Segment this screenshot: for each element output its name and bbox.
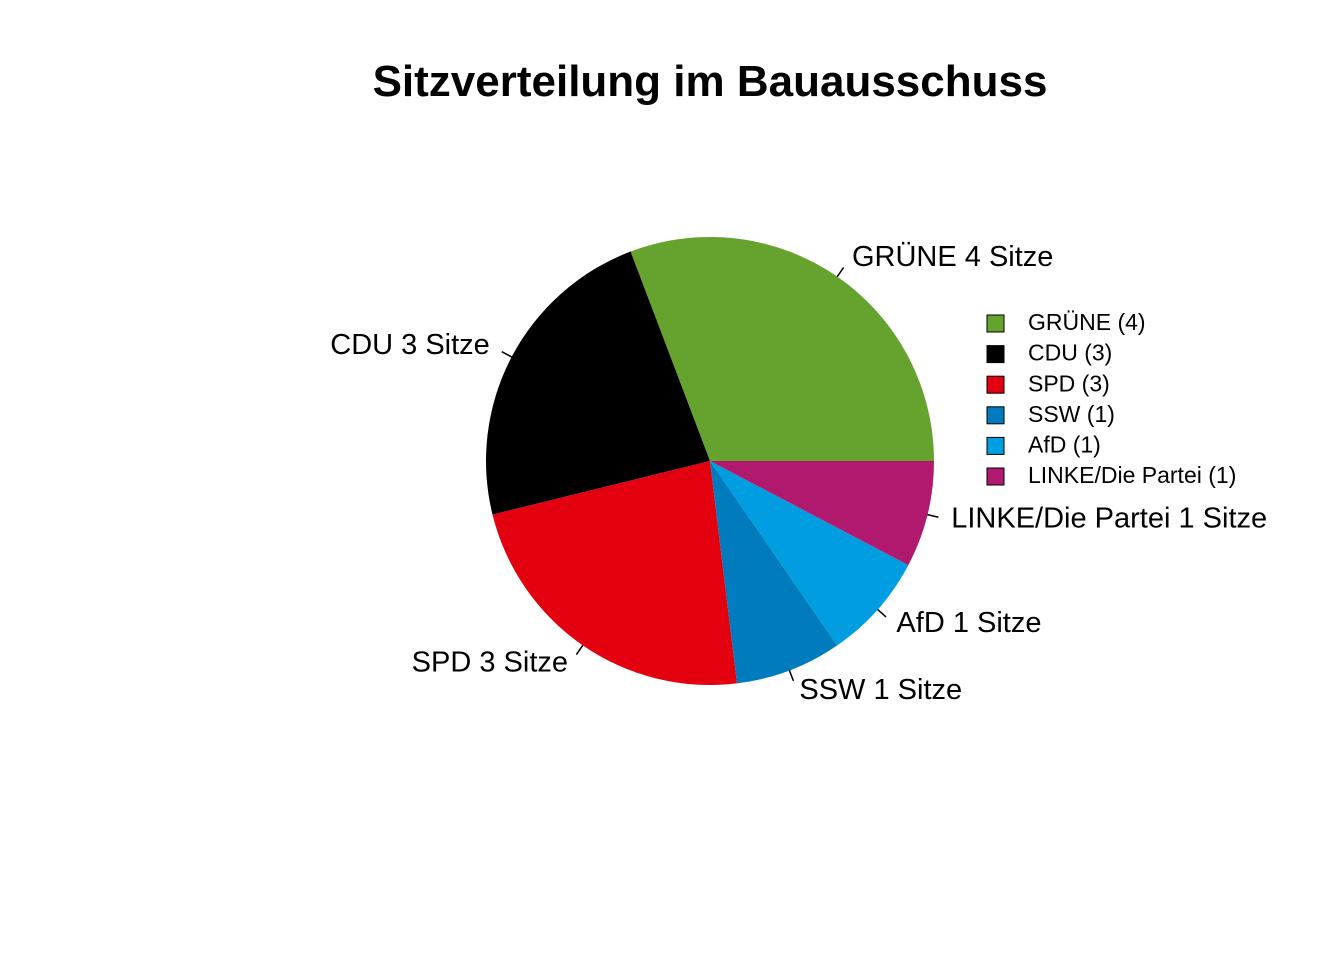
legend-swatch-linke-die-partei (986, 467, 1005, 486)
slice-label-ssw: SSW 1 Sitze (799, 674, 962, 706)
legend-label-afd: AfD (1) (1028, 431, 1101, 457)
legend-label-linke-die-partei: LINKE/Die Partei (1) (1028, 462, 1236, 488)
pie-slice-gr-ne (630, 236, 934, 461)
leader-line-spd (575, 644, 584, 655)
legend-label-spd: SPD (3) (1028, 370, 1110, 396)
legend-swatch-ssw (986, 406, 1005, 425)
leader-line-linke-die-partei (927, 513, 939, 519)
pie-slice-afd (710, 461, 909, 646)
legend-swatch-gr-ne (986, 314, 1005, 333)
pie-slice-labels: GRÜNE 4 Sitze CDU 3 Sitze SPD 3 Sitze SSW 1… (330, 241, 1267, 706)
slice-label-gr-ne: GRÜNE 4 Sitze (852, 241, 1053, 273)
slice-label-afd: AfD 1 Sitze (896, 607, 1041, 639)
slice-label-cdu: CDU 3 Sitze (330, 329, 490, 361)
pie-slices (485, 236, 934, 685)
pie-slice-cdu (485, 251, 710, 515)
pie-slice-linke-die-partei (710, 461, 934, 566)
leader-line-gr-ne (836, 267, 845, 278)
legend-swatch-spd (986, 375, 1005, 394)
legend-label-cdu: CDU (3) (1028, 340, 1112, 366)
leader-line-cdu (501, 351, 513, 358)
pie-slice-ssw (710, 461, 838, 684)
slice-label-linke-die-partei: LINKE/Die Partei 1 Sitze (951, 503, 1267, 535)
legend-label-ssw: SSW (1) (1028, 401, 1115, 427)
legend-label-gr-ne: GRÜNE (4) (1028, 309, 1146, 335)
legend-swatch-afd (986, 436, 1005, 455)
pie-slice-spd (492, 461, 738, 685)
legend-swatch-cdu (986, 345, 1005, 364)
chart-title: Sitzverteilung im Bauausschuss (373, 57, 1048, 106)
pie-leader-lines (501, 267, 939, 682)
leader-line-afd (877, 608, 887, 618)
legend: GRÜNE (4) CDU (3) SPD (3) SSW (1) AfD (1) LIN… (986, 309, 1236, 488)
leader-line-ssw (788, 670, 795, 682)
slice-label-spd: SPD 3 Sitze (412, 646, 568, 678)
